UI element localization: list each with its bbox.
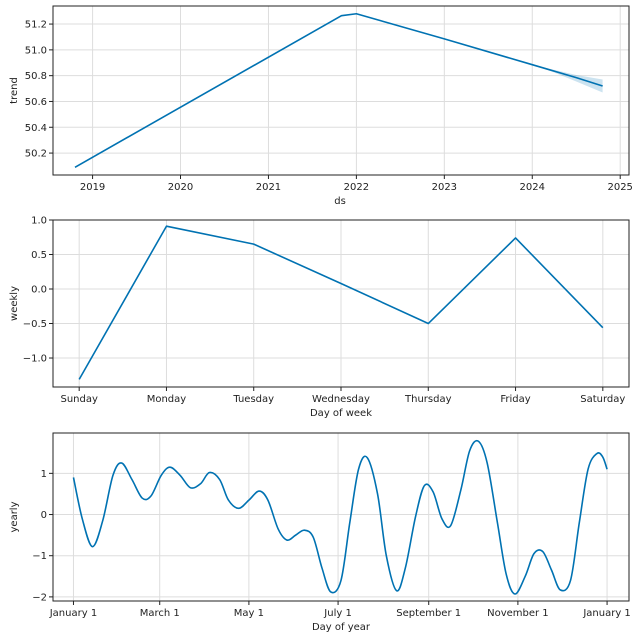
trend-x-tick-label: 2019 <box>80 182 105 193</box>
trend-x-tick-label: 2022 <box>344 182 369 193</box>
trend-grid <box>53 6 629 175</box>
trend-x-tick-label: 2024 <box>520 182 545 193</box>
yearly-series-line <box>72 439 608 595</box>
yearly-line-group <box>72 439 608 595</box>
yearly-axes-frame <box>52 432 630 602</box>
yearly-y-ticks: −2 −1 0 1 <box>32 469 53 603</box>
yearly-y-tick-label: −2 <box>32 592 47 603</box>
weekly-x-tick-label: Thursday <box>404 394 452 405</box>
yearly-x-tick-label: January 1 <box>49 608 97 619</box>
trend-y-tick-label: 50.2 <box>25 149 47 160</box>
weekly-x-tick-label: Friday <box>500 394 530 405</box>
weekly-grid <box>53 219 629 387</box>
weekly-x-tick-label: Tuesday <box>232 394 274 405</box>
weekly-panel: Sunday Monday Tuesday Wednesday Thursday Frid… <box>9 216 630 419</box>
weekly-y-tick-label: 0.5 <box>31 250 47 261</box>
trend-line-group <box>74 12 603 168</box>
weekly-y-tick-label: −1.0 <box>23 354 47 365</box>
trend-x-tick-label: 2025 <box>607 182 632 193</box>
yearly-x-axis-label: Day of year <box>312 622 371 633</box>
weekly-x-ticks: Sunday Monday Tuesday Wednesday Thursday Frid… <box>60 387 625 405</box>
yearly-y-tick-label: 1 <box>41 469 47 480</box>
yearly-panel: January 1 March 1 May 1 July 1 September 1 No… <box>9 432 631 633</box>
trend-x-tick-label: 2020 <box>168 182 193 193</box>
trend-y-tick-label: 51.0 <box>25 45 47 56</box>
trend-y-axis-label: trend <box>9 77 20 104</box>
yearly-x-tick-label: July 1 <box>323 608 352 619</box>
yearly-y-tick-label: 0 <box>41 510 47 521</box>
yearly-grid <box>53 433 629 601</box>
trend-series-line <box>74 12 603 168</box>
yearly-x-tick-label: January 1 <box>582 608 630 619</box>
weekly-x-tick-label: Sunday <box>60 394 97 405</box>
trend-y-tick-label: 50.8 <box>25 71 47 82</box>
yearly-x-ticks: January 1 March 1 May 1 July 1 September 1 No… <box>49 601 631 619</box>
weekly-y-axis-label: weekly <box>9 286 20 321</box>
trend-axes-frame <box>52 5 630 176</box>
trend-y-tick-label: 50.6 <box>25 97 47 108</box>
weekly-y-ticks: −1.0 −0.5 0.0 0.5 1.0 <box>23 216 53 365</box>
trend-x-tick-label: 2023 <box>432 182 457 193</box>
trend-y-tick-label: 51.2 <box>25 20 47 31</box>
trend-x-tick-label: 2021 <box>256 182 281 193</box>
weekly-y-tick-label: −0.5 <box>23 319 47 330</box>
yearly-x-tick-label: March 1 <box>140 608 180 619</box>
trend-y-tick-label: 50.4 <box>25 123 47 134</box>
weekly-x-tick-label: Wednesday <box>312 394 370 405</box>
yearly-y-tick-label: −1 <box>32 551 47 562</box>
weekly-line-group <box>78 225 604 380</box>
weekly-y-tick-label: 0.0 <box>31 285 47 296</box>
yearly-x-tick-label: September 1 <box>396 608 461 619</box>
trend-uncertainty-band-group <box>532 64 603 93</box>
weekly-x-axis-label: Day of week <box>310 408 372 419</box>
weekly-x-tick-label: Saturday <box>580 394 625 405</box>
weekly-y-tick-label: 1.0 <box>31 216 47 227</box>
trend-x-axis-label: ds <box>334 196 346 207</box>
weekly-series-line <box>78 225 604 380</box>
weekly-x-tick-label: Monday <box>147 394 187 405</box>
trend-panel: 2019 2020 2021 2022 2023 2024 2025 50.250.450.… <box>9 5 633 207</box>
yearly-y-axis-label: yearly <box>9 501 20 532</box>
trend-y-ticks: 50.2 50.4 50.6 50.8 51.0 51.2 <box>25 20 53 160</box>
yearly-x-tick-label: November 1 <box>487 608 549 619</box>
yearly-x-tick-label: May 1 <box>234 608 264 619</box>
trend-x-ticks: 2019 2020 2021 2022 2023 2024 2025 <box>80 175 633 193</box>
trend-uncertainty-band <box>532 64 603 93</box>
